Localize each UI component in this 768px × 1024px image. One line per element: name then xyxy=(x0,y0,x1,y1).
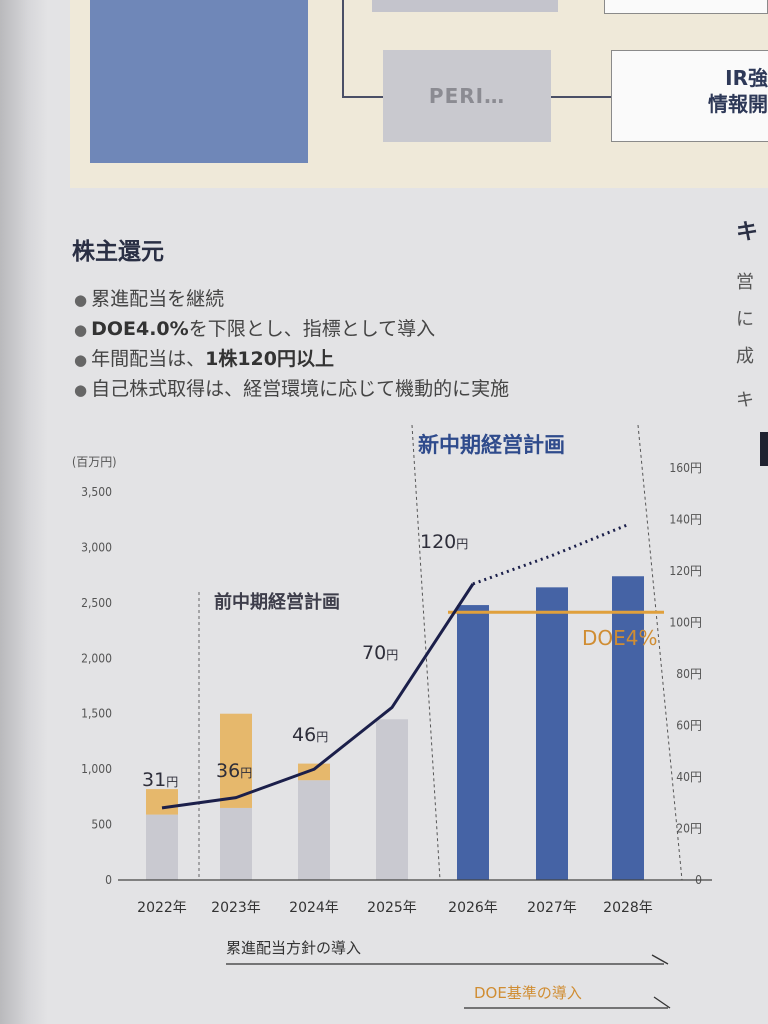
left-tick-label: 3,500 xyxy=(81,485,112,499)
section-title: 株主還元 xyxy=(72,239,164,265)
right-tick-label: 120円 xyxy=(669,564,702,578)
prev-plan-label: 前中期経営計画 xyxy=(214,591,340,613)
actual-bar xyxy=(146,814,178,880)
left-tick-label: 0 xyxy=(105,873,112,887)
policy-intro-1: 累進配当方針の導入 xyxy=(226,939,361,957)
plan-dividers xyxy=(198,424,683,881)
right-tick-label: 40円 xyxy=(676,770,702,784)
buyback-bar xyxy=(298,763,330,781)
plan-bar xyxy=(612,576,644,880)
dividend-label: 31円 xyxy=(142,769,178,791)
diagram-gray-label: PERI… xyxy=(428,84,506,108)
policy-intro-2: DOE基準の導入 xyxy=(474,984,582,1002)
left-tick-label: 500 xyxy=(91,818,112,832)
policy-bullet: 年間配当は、1株120円以上 xyxy=(74,345,509,375)
dividend-label: 70円 xyxy=(362,642,398,664)
actual-bar xyxy=(298,780,330,880)
year-label: 2023年 xyxy=(211,900,261,916)
year-label: 2025年 xyxy=(367,900,417,916)
year-label: 2026年 xyxy=(448,900,498,916)
new-plan-divider-left xyxy=(411,424,441,881)
policy-bullet: 自己株式取得は、経営環境に応じて機動的に実施 xyxy=(74,375,509,405)
right-column-heading: キ xyxy=(736,220,759,245)
left-tick-label: 2,000 xyxy=(81,651,112,665)
right-column-bar xyxy=(760,432,768,466)
left-tick-label: 1,000 xyxy=(81,762,112,776)
plan-bar xyxy=(536,587,568,880)
policy-bullet: 累進配当を継続 xyxy=(74,285,509,315)
policy-bullet-list: 累進配当を継続 DOE4.0%を下限とし、指標として導入 年間配当は、1株120… xyxy=(74,285,509,405)
year-label: 2024年 xyxy=(289,900,339,916)
new-plan-label: 新中期経営計画 xyxy=(418,433,565,457)
policy-bullet: DOE4.0%を下限とし、指標として導入 xyxy=(74,315,509,345)
actual-bar xyxy=(376,719,408,880)
policy-intro-1-arrowhead xyxy=(651,954,669,965)
dividend-line-plan xyxy=(472,523,629,586)
right-tick-label: 20円 xyxy=(676,822,702,836)
right-tick-label: 100円 xyxy=(669,616,702,630)
plan-bar xyxy=(457,605,489,880)
dividend-line-group xyxy=(161,523,629,810)
diagram-connector xyxy=(342,96,384,98)
x-axis: 2022年 2023年 2024年 2025年 2026年 2027年 2028年 xyxy=(118,879,712,916)
diagram-gray-block xyxy=(372,0,558,12)
right-column-text: 成 xyxy=(736,346,754,367)
diagram-connector xyxy=(551,96,611,98)
diagram-white-label: 情報開 xyxy=(708,92,768,116)
actual-bar xyxy=(220,807,252,880)
right-tick-label: 80円 xyxy=(676,667,702,681)
left-tick-label: 2,500 xyxy=(81,596,112,610)
bar-series xyxy=(146,576,644,880)
diagram-white-block: IR強 情報開 xyxy=(611,50,768,142)
dividend-labels: 31円 36円 46円 70円 120円 xyxy=(142,531,468,791)
year-label: 2027年 xyxy=(527,900,577,916)
year-label: 2028年 xyxy=(603,900,653,916)
year-label: 2022年 xyxy=(137,900,187,916)
diagram-blue-block xyxy=(90,0,308,163)
diagram-white-label: IR強 xyxy=(725,66,768,90)
left-axis: 3,500 3,000 2,500 2,000 1,500 1,000 500 0 xyxy=(81,485,112,887)
dividend-label: 46円 xyxy=(292,724,328,746)
right-tick-label: 60円 xyxy=(676,719,702,733)
diagram-connector xyxy=(342,0,344,98)
dividend-line-actual xyxy=(161,583,475,810)
dividend-label: 36円 xyxy=(216,760,252,782)
policy-intro-2-arrowhead xyxy=(653,996,671,1009)
right-column-text: キ xyxy=(736,390,754,411)
doe-label: DOE4% xyxy=(582,626,658,650)
page-fold-shadow xyxy=(0,0,48,1024)
right-tick-label: 140円 xyxy=(669,513,702,527)
right-column-text: に xyxy=(736,309,754,330)
new-plan-divider-right xyxy=(637,424,683,881)
diagram-gray-block: PERI… xyxy=(383,50,551,142)
right-column-text: 営 xyxy=(736,272,754,293)
right-tick-label: 160円 xyxy=(669,461,702,475)
left-tick-label: 3,000 xyxy=(81,540,112,554)
buyback-bar xyxy=(146,789,178,815)
dividend-label: 120円 xyxy=(420,531,468,553)
left-tick-label: 1,500 xyxy=(81,707,112,721)
left-axis-unit: (百万円) xyxy=(72,455,116,469)
